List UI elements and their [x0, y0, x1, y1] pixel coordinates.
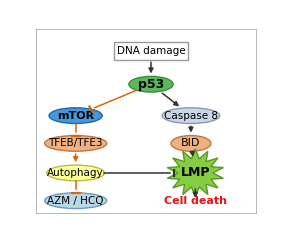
- Text: Autophagy: Autophagy: [47, 168, 104, 178]
- Polygon shape: [167, 149, 223, 197]
- Text: BID: BID: [181, 138, 200, 148]
- Text: Cell death: Cell death: [164, 196, 227, 206]
- Text: TFEB/TFE3: TFEB/TFE3: [48, 138, 103, 148]
- Ellipse shape: [171, 136, 211, 151]
- Text: AZM / HCQ: AZM / HCQ: [47, 196, 104, 206]
- Text: p53: p53: [138, 78, 164, 91]
- Text: DNA damage: DNA damage: [117, 46, 185, 56]
- Ellipse shape: [45, 136, 107, 151]
- Ellipse shape: [162, 108, 220, 124]
- Ellipse shape: [49, 108, 102, 124]
- Text: LMP: LMP: [180, 167, 210, 180]
- Ellipse shape: [45, 193, 107, 209]
- FancyBboxPatch shape: [114, 42, 188, 60]
- Ellipse shape: [47, 165, 104, 181]
- Ellipse shape: [129, 76, 173, 92]
- FancyBboxPatch shape: [36, 29, 257, 214]
- Text: Caspase 8: Caspase 8: [164, 111, 218, 121]
- Text: mTOR: mTOR: [57, 111, 94, 121]
